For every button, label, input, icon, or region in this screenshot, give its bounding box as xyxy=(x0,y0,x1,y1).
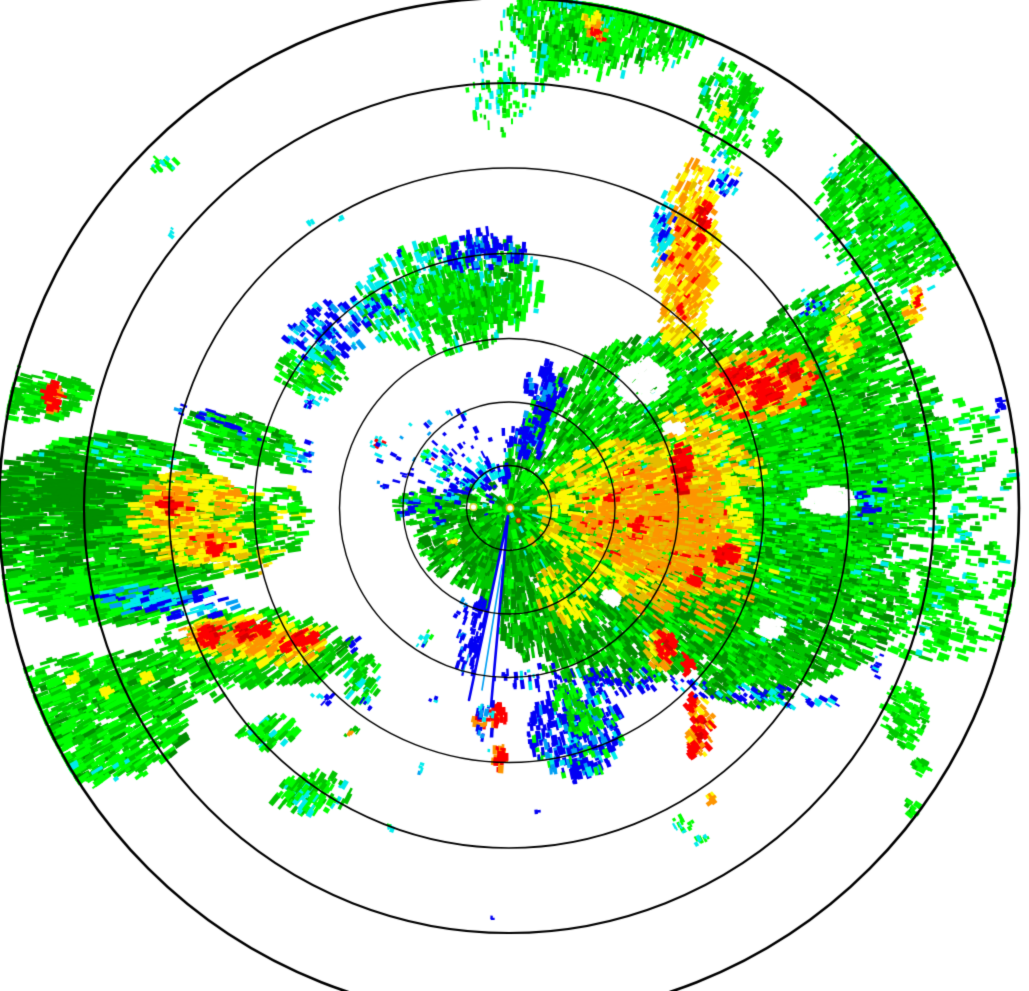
radar-display xyxy=(0,0,1029,991)
radar-ppi-canvas xyxy=(0,0,1029,991)
